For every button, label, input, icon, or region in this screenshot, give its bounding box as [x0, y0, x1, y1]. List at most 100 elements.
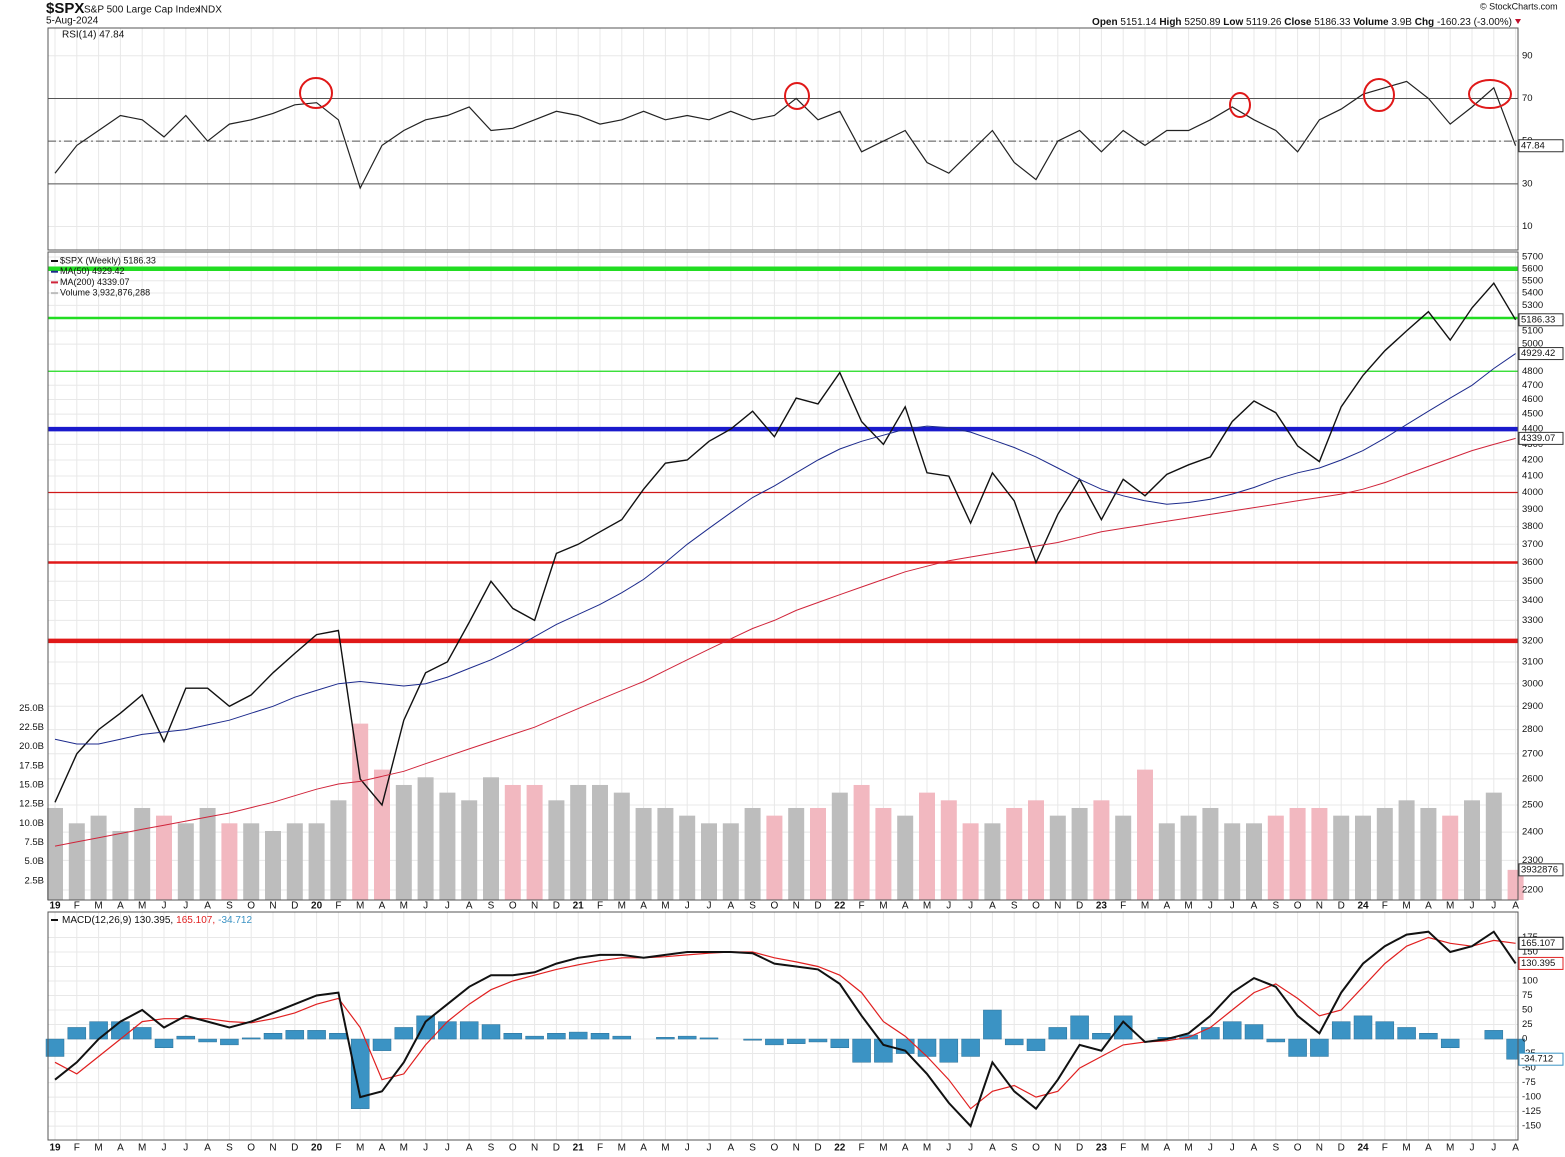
x-tick-label: O: [1032, 1143, 1040, 1154]
x-tick-label: S: [1272, 901, 1279, 912]
histogram-bar: [1266, 1038, 1286, 1043]
x-tick-label: J: [423, 901, 428, 912]
value-tag: [1518, 431, 1564, 445]
moving-average: [54, 437, 1516, 847]
histogram-bar: [220, 1038, 239, 1046]
x-tick-label: A: [1512, 901, 1519, 912]
ohlc-label: Low: [1223, 17, 1243, 28]
x-tick-label: J: [1470, 1143, 1475, 1154]
x-tick-label: S: [488, 1143, 495, 1154]
x-tick-label: F: [597, 901, 603, 912]
x-tick-label: S: [749, 1143, 756, 1154]
x-tick-label: J: [1208, 1143, 1213, 1154]
ohlc-value: 5250.89: [1184, 17, 1221, 28]
value-tag-label: -34.712: [1521, 1054, 1553, 1065]
x-tick-label: J: [162, 1143, 167, 1154]
volume-bar: [439, 792, 456, 900]
x-tick-label: M: [1184, 1143, 1192, 1154]
volume-bar: [1289, 807, 1306, 900]
x-tick-label: J: [946, 1143, 951, 1154]
histogram-bar: [612, 1035, 632, 1040]
x-tick-label: O: [509, 1143, 517, 1154]
histogram-bar: [1004, 1038, 1024, 1046]
volume-bar: [1202, 807, 1219, 900]
x-tick-label: J: [183, 901, 188, 912]
circle-annotation: [1229, 92, 1251, 118]
x-tick-label: D: [1338, 1143, 1345, 1154]
x-tick-label: D: [291, 901, 298, 912]
volume-bar: [134, 807, 151, 900]
volume-bar: [1071, 807, 1088, 900]
volume-bar: [1267, 815, 1284, 900]
volume-bar: [1006, 807, 1023, 900]
ohlc-value: 3.9B: [1391, 17, 1412, 28]
histogram-bar: [765, 1038, 784, 1046]
x-tick-label: 20: [311, 1143, 323, 1154]
x-tick-label: S: [488, 901, 495, 912]
y-tick-label: 4000: [1522, 487, 1543, 498]
x-tick-label: M: [661, 901, 669, 912]
x-tick-label: J: [968, 1143, 973, 1154]
x-tick-label: M: [400, 1143, 408, 1154]
volume-bar: [1246, 823, 1262, 900]
x-tick-label: F: [859, 901, 865, 912]
histogram-bar: [263, 1033, 283, 1040]
volume-bar: [657, 807, 674, 900]
volume-bar: [1376, 807, 1393, 900]
y-tick-label: 25.0B: [19, 703, 44, 714]
x-tick-label: 23: [1096, 901, 1108, 912]
histogram-bar: [874, 1038, 893, 1063]
histogram-bar: [459, 1021, 479, 1040]
histogram-bar: [917, 1038, 937, 1057]
histogram-bar: [394, 1027, 414, 1040]
x-tick-label: M: [356, 901, 364, 912]
x-tick-label: D: [814, 901, 821, 912]
exchange: INDX: [198, 5, 222, 16]
y-tick-label: 2500: [1522, 799, 1543, 810]
histogram-bar: [503, 1033, 523, 1040]
x-tick-label: M: [138, 901, 146, 912]
x-tick-label: O: [509, 901, 517, 912]
grid-layer: [48, 28, 1518, 1140]
volume-bar: [875, 807, 892, 900]
y-tick-label: 3800: [1522, 521, 1543, 532]
x-tick-label: A: [204, 901, 211, 912]
volume-bar: [243, 823, 260, 900]
histogram-bar: [1484, 1030, 1504, 1040]
x-tick-label: A: [117, 1143, 124, 1154]
x-tick-label: S: [226, 901, 233, 912]
volume-bar: [199, 807, 216, 900]
ohlc-label: Chg: [1415, 17, 1434, 28]
histogram-bar: [198, 1038, 217, 1043]
ohlc: Open 5151.14 High 5250.89 Low 5119.26 Cl…: [1092, 17, 1512, 28]
histogram-bar: [699, 1037, 719, 1040]
ohlc-label: Open: [1092, 17, 1118, 28]
histogram-bar: [372, 1038, 392, 1051]
y-tick-label: 4400: [1522, 424, 1543, 435]
y-tick-label: 90: [1522, 50, 1533, 61]
volume-bar: [352, 723, 369, 900]
ohlc-label: Volume: [1353, 17, 1389, 28]
x-tick-label: J: [1470, 901, 1475, 912]
y-tick-label: 2700: [1522, 748, 1543, 759]
x-tick-label: A: [640, 901, 647, 912]
y-tick-label: 5700: [1522, 252, 1543, 263]
ohlc-value: -160.23 (-3.00%): [1437, 17, 1512, 28]
value-tag-label: 3932876: [1521, 864, 1558, 875]
y-tick-label: 3600: [1522, 557, 1543, 568]
x-tick-label: A: [1251, 901, 1258, 912]
histogram-bar: [176, 1035, 196, 1040]
circle-annotation: [1363, 78, 1395, 112]
legend: MACD(12,26,9) 130.395, 165.107, -34.712: [62, 915, 252, 926]
volume-bar: [679, 815, 696, 900]
x-tick-label: S: [226, 1143, 233, 1154]
labels-layer: 90 70 50 30 10 RSI(14) 47.84 47.84 570056005500…: [19, 30, 1564, 1154]
volume-bar: [1224, 823, 1241, 900]
histogram-bar: [1288, 1038, 1307, 1057]
histogram-bar: [1222, 1021, 1242, 1040]
y-tick-label: 5000: [1522, 339, 1543, 350]
histogram-bar: [656, 1037, 675, 1040]
x-tick-label: A: [989, 901, 996, 912]
histogram-bar: [481, 1024, 501, 1040]
